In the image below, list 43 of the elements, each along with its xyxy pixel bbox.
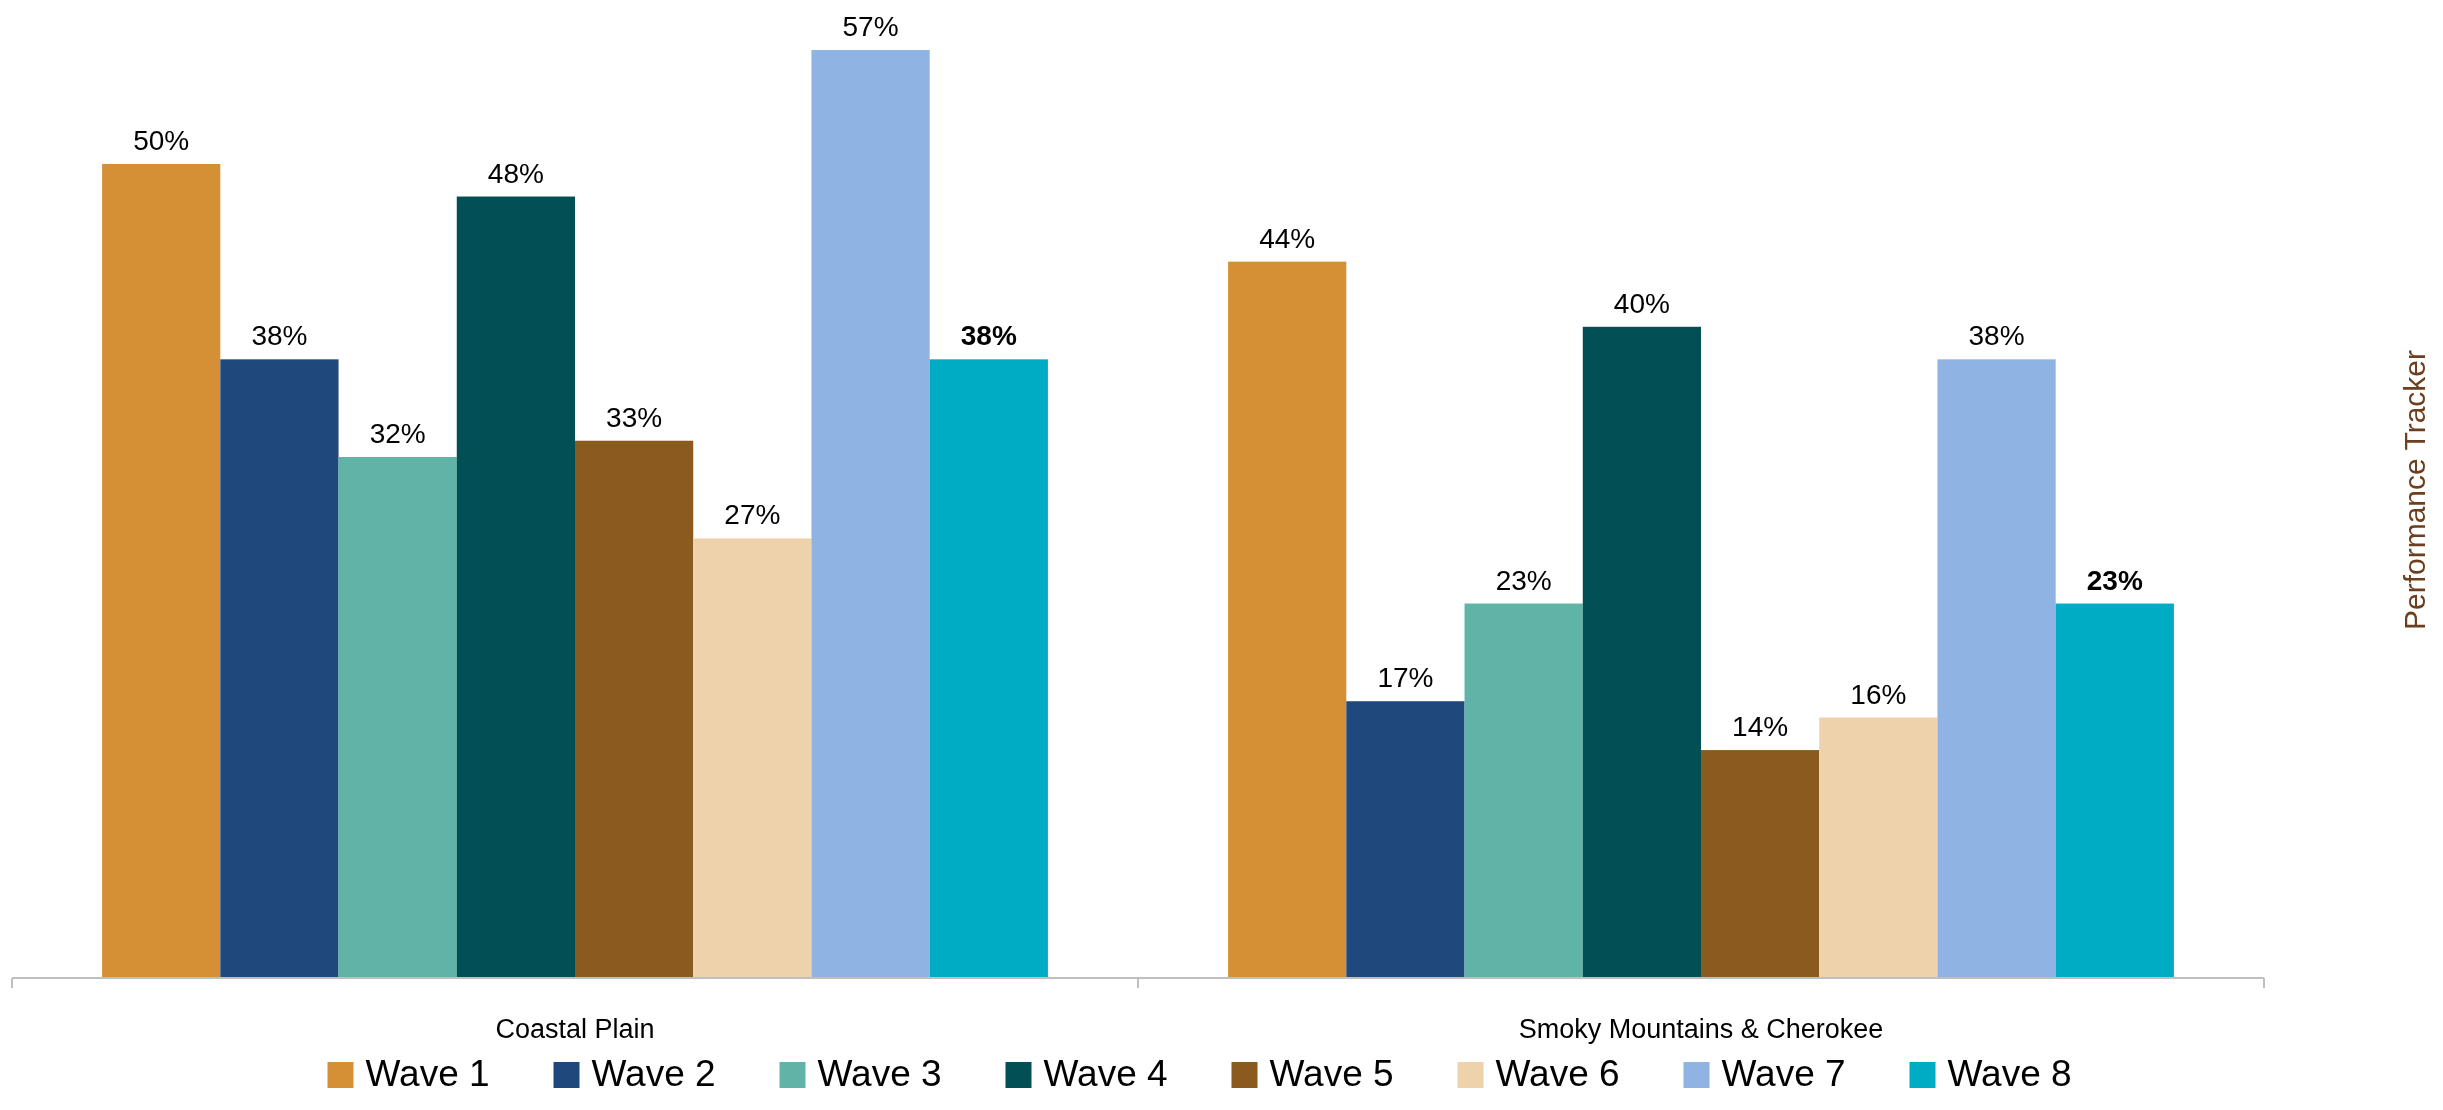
data-label: 48% xyxy=(487,157,544,189)
data-label: 44% xyxy=(1259,222,1316,254)
legend-label: Wave 6 xyxy=(1495,1053,1620,1094)
legend-label: Wave 2 xyxy=(591,1053,716,1094)
bar xyxy=(220,359,339,978)
bar xyxy=(1701,750,1820,978)
legend-label: Wave 1 xyxy=(365,1053,490,1094)
bar xyxy=(2055,603,2174,978)
data-label: 27% xyxy=(724,499,781,531)
bar xyxy=(811,50,930,978)
bar xyxy=(575,440,694,978)
legend-label: Wave 3 xyxy=(817,1053,942,1094)
data-label: 33% xyxy=(606,401,663,433)
legend-label: Wave 7 xyxy=(1721,1053,1846,1094)
data-label: 40% xyxy=(1613,287,1670,319)
legend-label: Wave 8 xyxy=(1947,1053,2072,1094)
data-label: 50% xyxy=(133,124,190,156)
bar xyxy=(929,359,1048,978)
bar xyxy=(456,196,575,978)
bar xyxy=(1228,261,1347,978)
data-label: 32% xyxy=(369,418,426,450)
data-label: 16% xyxy=(1850,678,1907,710)
bar xyxy=(1346,701,1465,978)
data-label: 57% xyxy=(842,11,899,42)
bar xyxy=(1464,603,1583,978)
data-label: 38% xyxy=(1968,320,2025,352)
bar xyxy=(102,163,221,978)
bar xyxy=(1582,326,1701,978)
data-label: 14% xyxy=(1732,711,1789,743)
legend-label: Wave 5 xyxy=(1269,1053,1394,1094)
bar xyxy=(1937,359,2056,978)
x-tick-label: Coastal Plain xyxy=(495,1014,655,1044)
x-tick-label: Smoky Mountains & Cherokee xyxy=(1518,1014,1884,1044)
legend-label: Wave 4 xyxy=(1043,1053,1168,1094)
data-label: 17% xyxy=(1377,662,1434,694)
bar xyxy=(338,457,457,978)
data-label: 23% xyxy=(2086,564,2143,596)
bar xyxy=(693,538,812,978)
data-label: 38% xyxy=(960,320,1017,352)
text: Performance Tracker xyxy=(2398,349,2431,631)
data-label: 38% xyxy=(251,320,308,352)
bar xyxy=(1819,717,1938,978)
data-label: 23% xyxy=(1495,564,1552,596)
